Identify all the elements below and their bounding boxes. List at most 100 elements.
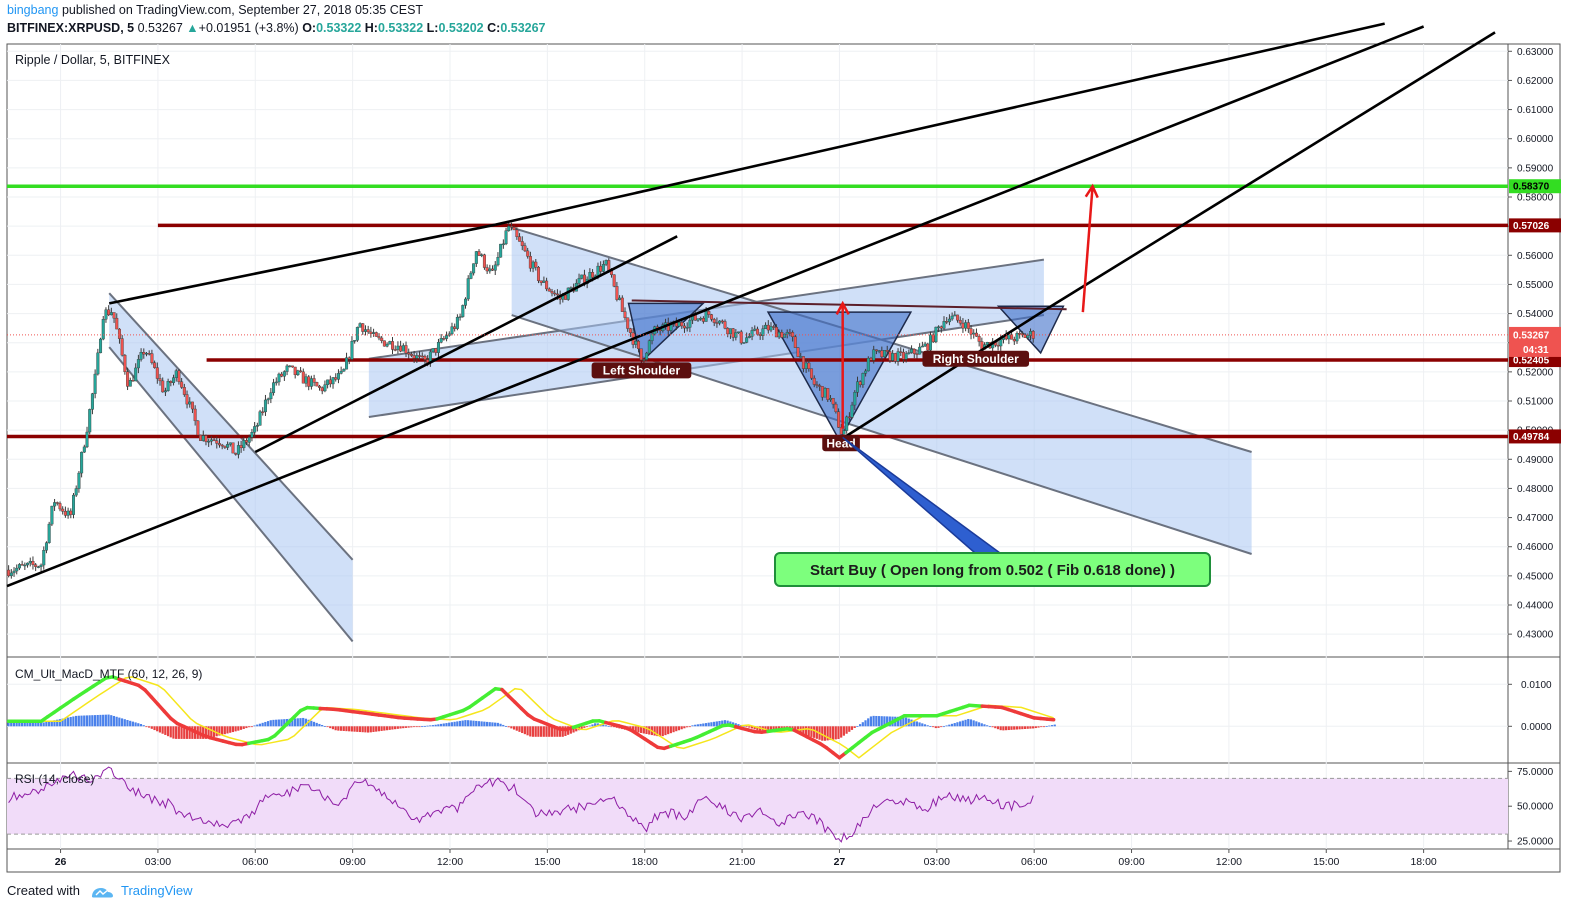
bullish-candle xyxy=(336,373,340,380)
time-tick-label: 26 xyxy=(55,856,67,868)
price-tick-label: 0.43000 xyxy=(1517,630,1554,641)
tradingview-brand-link[interactable]: TradingView xyxy=(121,883,193,898)
macd-histogram-bar-negative xyxy=(526,726,529,736)
bearish-candle xyxy=(528,256,532,269)
macd-histogram-bar-positive xyxy=(66,717,70,727)
bearish-candle xyxy=(301,371,305,384)
bearish-candle xyxy=(637,341,641,349)
macd-histogram-bar-positive xyxy=(967,719,970,727)
bearish-candle xyxy=(1020,333,1024,335)
macd-histogram-bar-positive xyxy=(120,718,124,727)
bearish-candle xyxy=(523,245,527,252)
macd-histogram-bar-negative xyxy=(821,726,824,741)
bullish-candle xyxy=(53,502,57,507)
macd-histogram-bar-negative xyxy=(810,726,813,737)
time-tick-label: 09:00 xyxy=(1118,856,1144,868)
macd-histogram-bar-negative xyxy=(775,726,778,731)
macd-histogram-bar-negative xyxy=(331,726,335,730)
price-tick-label: 0.46000 xyxy=(1517,542,1554,553)
macd-pane: 0.0100 0.0000 CM_Ult_MacD_MTF (60, 12, 26,… xyxy=(6,667,1552,760)
macd-histogram-bar-positive xyxy=(494,722,497,727)
macd-histogram-bar-positive xyxy=(139,724,143,727)
bullish-candle xyxy=(163,390,167,393)
bearish-candle xyxy=(190,401,194,410)
macd-histogram-bar-negative xyxy=(202,726,205,739)
bullish-candle xyxy=(323,384,327,392)
bullish-candle xyxy=(853,392,857,406)
macd-histogram-bar-positive xyxy=(604,725,608,727)
macd-histogram-bar-positive xyxy=(445,723,448,727)
macd-histogram-bar-negative xyxy=(402,726,405,729)
macd-histogram-bar-negative xyxy=(1010,726,1013,730)
trendline xyxy=(254,235,678,454)
macd-histogram-bar-positive xyxy=(448,722,451,727)
macd-histogram-bar-positive xyxy=(115,716,118,727)
bearish-candle xyxy=(318,385,322,388)
bullish-candle xyxy=(828,398,832,400)
macd-histogram-bar-positive xyxy=(18,722,21,727)
macd-histogram-bar-positive xyxy=(12,722,16,727)
pattern-triangle xyxy=(766,311,913,442)
macd-histogram-bar-positive xyxy=(742,725,745,727)
macd-histogram-bar-negative xyxy=(813,726,816,738)
macd-histogram-bar-positive xyxy=(137,723,140,727)
bullish-candle xyxy=(269,392,273,400)
macd-histogram-bar-negative xyxy=(823,726,827,741)
time-tick-label: 15:00 xyxy=(1313,856,1339,868)
macd-histogram-bar-negative xyxy=(415,726,418,728)
bullish-candle xyxy=(464,298,468,306)
bullish-candle xyxy=(618,297,622,300)
bearish-candle xyxy=(115,317,119,330)
bearish-candle xyxy=(380,337,384,341)
author-link[interactable]: bingbang xyxy=(7,3,59,17)
macd-histogram-bar-negative xyxy=(661,726,664,737)
macd-histogram-bar-negative xyxy=(356,726,359,732)
bearish-candle xyxy=(512,227,516,231)
bearish-candle xyxy=(615,286,619,300)
high-label: H: xyxy=(364,21,378,35)
open-label: O: xyxy=(302,21,317,35)
bullish-candle xyxy=(972,332,976,335)
bearish-candle xyxy=(423,356,427,360)
macd-histogram-bar-positive xyxy=(1048,725,1051,727)
macd-histogram-bar-positive xyxy=(877,716,881,727)
bullish-candle xyxy=(507,226,511,231)
macd-histogram-bar-negative xyxy=(215,726,218,737)
annotation-label: Left Shoulder xyxy=(603,364,681,378)
bullish-candle xyxy=(588,272,592,280)
bullish-candle xyxy=(872,349,876,361)
bullish-candle xyxy=(263,399,267,413)
macd-histogram-bar-negative xyxy=(234,726,237,732)
macd-histogram-bar-negative xyxy=(531,726,535,737)
annotation-badge xyxy=(822,435,860,452)
macd-histogram-bar-negative xyxy=(585,726,589,728)
macd-histogram-bar-negative xyxy=(250,726,253,728)
bearish-candle xyxy=(966,322,970,329)
macd-histogram-bar-negative xyxy=(991,726,994,728)
macd-histogram-bar-positive xyxy=(607,725,610,727)
callout-box xyxy=(774,552,1211,587)
macd-histogram-bar-negative xyxy=(572,726,575,733)
macd-histogram-bar-positive xyxy=(112,715,116,727)
bearish-candle xyxy=(658,329,662,331)
bullish-candle xyxy=(864,370,868,374)
macd-histogram-bar-negative xyxy=(342,726,345,731)
bearish-candle xyxy=(334,377,338,380)
macd-histogram-bar-positive xyxy=(50,720,53,727)
bearish-candle xyxy=(961,322,965,329)
macd-histogram-bar-positive xyxy=(293,718,297,727)
bullish-candle xyxy=(353,340,357,342)
bullish-candle xyxy=(461,305,465,317)
bullish-candle xyxy=(764,324,768,330)
bullish-candle xyxy=(685,327,689,329)
macd-histogram-bar-positive xyxy=(453,721,456,727)
bullish-candle xyxy=(999,339,1003,347)
macd-histogram-bar-negative xyxy=(853,726,856,728)
bullish-candle xyxy=(458,316,462,318)
rsi-pane-title: RSI (14, close) xyxy=(15,772,94,786)
high-value: 0.53322 xyxy=(377,21,424,35)
bearish-candle xyxy=(723,321,727,329)
bearish-candle xyxy=(347,357,351,360)
bullish-candle xyxy=(136,359,140,369)
